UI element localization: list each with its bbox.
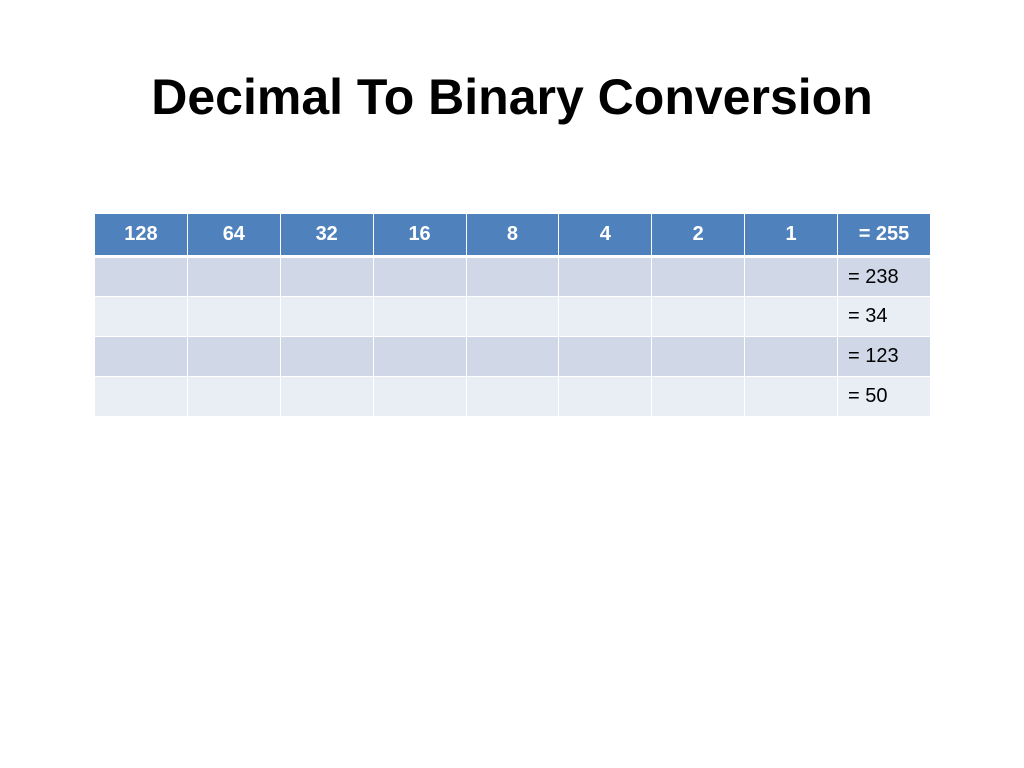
bit-cell: [94, 376, 188, 417]
table-row: = 238: [94, 256, 931, 297]
bit-cell: [279, 376, 374, 417]
bit-cell: [558, 256, 653, 297]
slide-title: Decimal To Binary Conversion: [151, 69, 873, 125]
bit-cell: [372, 296, 467, 337]
bit-cell: [651, 336, 746, 377]
bit-cell: [744, 336, 838, 377]
header-cell-4: 4: [558, 213, 653, 258]
bit-cell: [372, 256, 467, 297]
table-row: = 50: [94, 376, 931, 417]
bit-cell: [558, 336, 653, 377]
bit-cell: [372, 336, 467, 377]
table-row: = 34: [94, 296, 931, 337]
bit-cell: [94, 296, 188, 337]
bit-cell: [744, 296, 838, 337]
bit-cell: [94, 336, 188, 377]
bit-cell: [651, 296, 746, 337]
bit-cell: [186, 336, 281, 377]
bit-cell: [94, 256, 188, 297]
bit-cell: [186, 256, 281, 297]
bit-cell: [279, 256, 374, 297]
header-cell-64: 64: [186, 213, 281, 258]
bit-cell: [558, 296, 653, 337]
bit-cell: [465, 336, 560, 377]
bit-cell: [465, 296, 560, 337]
table-header-row: 128 64 32 16 8 4 2 1 = 255: [94, 213, 931, 258]
header-cell-2: 2: [651, 213, 746, 258]
result-cell: = 123: [837, 336, 931, 377]
bit-cell: [279, 296, 374, 337]
bit-cell: [558, 376, 653, 417]
bit-cell: [372, 376, 467, 417]
bit-cell: [651, 376, 746, 417]
header-cell-32: 32: [279, 213, 374, 258]
bit-cell: [744, 256, 838, 297]
result-cell: = 34: [837, 296, 931, 337]
bit-cell: [186, 376, 281, 417]
result-cell: = 238: [837, 256, 931, 297]
header-cell-128: 128: [94, 213, 188, 258]
bit-cell: [651, 256, 746, 297]
header-cell-8: 8: [465, 213, 560, 258]
header-cell-1: 1: [744, 213, 838, 258]
conversion-table: 128 64 32 16 8 4 2 1 = 255 = 238: [94, 213, 931, 417]
result-cell: = 50: [837, 376, 931, 417]
bit-cell: [465, 376, 560, 417]
table-row: = 123: [94, 336, 931, 377]
bit-cell: [186, 296, 281, 337]
header-cell-16: 16: [372, 213, 467, 258]
bit-cell: [279, 336, 374, 377]
header-cell-total: = 255: [837, 213, 931, 258]
bit-cell: [465, 256, 560, 297]
bit-cell: [744, 376, 838, 417]
